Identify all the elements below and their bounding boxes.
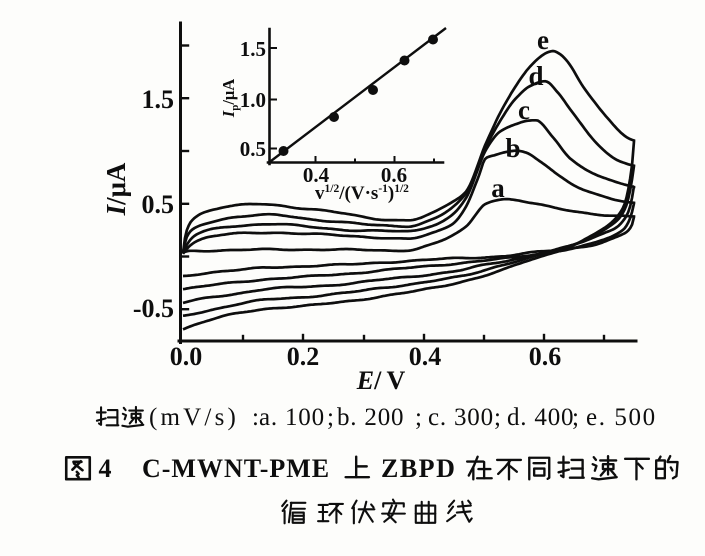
- svg-text:0.5: 0.5: [142, 190, 175, 219]
- svg-text:0.5: 0.5: [240, 137, 266, 161]
- svg-text:0.6: 0.6: [529, 342, 562, 371]
- svg-text:c. 300: c. 300: [428, 404, 494, 431]
- svg-text:0.0: 0.0: [170, 342, 203, 371]
- svg-text:I/μA: I/μA: [101, 162, 131, 216]
- svg-text:E/ V: E/ V: [356, 366, 406, 395]
- svg-text:e. 500: e. 500: [586, 404, 657, 431]
- svg-text:Ip/μA: Ip/μA: [219, 79, 241, 118]
- svg-text:b: b: [505, 133, 520, 163]
- svg-text:1.0: 1.0: [240, 88, 266, 112]
- svg-text:a: a: [491, 173, 505, 203]
- svg-text:d: d: [528, 61, 543, 91]
- svg-text:(mV/s): (mV/s): [149, 404, 239, 431]
- svg-text:0.2: 0.2: [287, 342, 320, 371]
- svg-text:1.5: 1.5: [142, 85, 175, 114]
- svg-text:;: ;: [415, 404, 422, 431]
- svg-text:;: ;: [494, 404, 501, 431]
- svg-text:d. 400: d. 400: [507, 404, 574, 431]
- svg-text:0.6: 0.6: [381, 163, 407, 187]
- svg-text:;: ;: [327, 404, 334, 431]
- svg-text:0.4: 0.4: [409, 342, 442, 371]
- svg-text:b. 200: b. 200: [337, 404, 404, 431]
- svg-text:1.5: 1.5: [240, 37, 266, 61]
- svg-text:4: 4: [99, 454, 112, 483]
- svg-text:c: c: [518, 95, 530, 125]
- svg-text:-0.5: -0.5: [133, 294, 174, 323]
- svg-text:e: e: [537, 25, 549, 55]
- svg-text:a. 100: a. 100: [259, 404, 325, 431]
- svg-text:ZBPD: ZBPD: [381, 454, 456, 483]
- svg-text:C-MWNT-PME: C-MWNT-PME: [142, 454, 330, 483]
- svg-text:0.4: 0.4: [303, 163, 330, 187]
- svg-text::: :: [252, 404, 259, 431]
- svg-text:;: ;: [572, 404, 579, 431]
